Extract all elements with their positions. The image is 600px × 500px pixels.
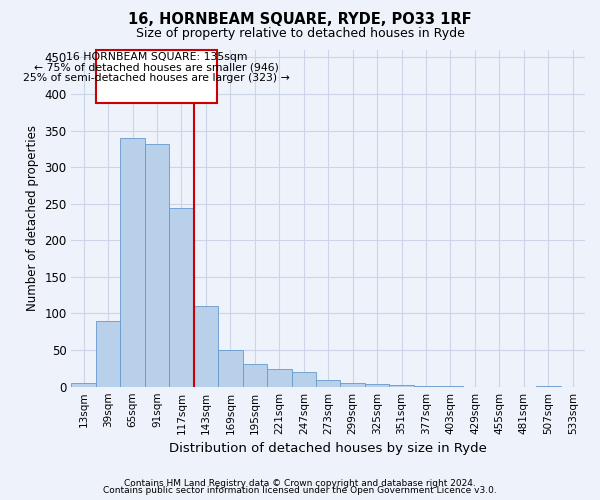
Bar bbox=[121, 138, 145, 386]
Text: Contains public sector information licensed under the Open Government Licence v3: Contains public sector information licen… bbox=[103, 486, 497, 495]
Text: 25% of semi-detached houses are larger (323) →: 25% of semi-detached houses are larger (… bbox=[23, 73, 290, 83]
Text: Size of property relative to detached houses in Ryde: Size of property relative to detached ho… bbox=[136, 28, 464, 40]
Bar bbox=[96, 321, 121, 386]
X-axis label: Distribution of detached houses by size in Ryde: Distribution of detached houses by size … bbox=[169, 442, 487, 455]
Bar bbox=[194, 306, 218, 386]
Bar bbox=[218, 350, 242, 387]
Bar bbox=[145, 144, 169, 386]
FancyBboxPatch shape bbox=[96, 50, 217, 102]
Bar bbox=[267, 369, 292, 386]
Bar bbox=[316, 380, 340, 386]
Bar bbox=[242, 364, 267, 386]
Text: Contains HM Land Registry data © Crown copyright and database right 2024.: Contains HM Land Registry data © Crown c… bbox=[124, 478, 476, 488]
Bar bbox=[365, 384, 389, 386]
Y-axis label: Number of detached properties: Number of detached properties bbox=[26, 126, 39, 312]
Bar bbox=[169, 208, 194, 386]
Bar bbox=[389, 385, 414, 386]
Text: 16 HORNBEAM SQUARE: 135sqm: 16 HORNBEAM SQUARE: 135sqm bbox=[65, 52, 247, 62]
Text: ← 75% of detached houses are smaller (946): ← 75% of detached houses are smaller (94… bbox=[34, 62, 279, 72]
Bar bbox=[292, 372, 316, 386]
Bar bbox=[71, 383, 96, 386]
Text: 16, HORNBEAM SQUARE, RYDE, PO33 1RF: 16, HORNBEAM SQUARE, RYDE, PO33 1RF bbox=[128, 12, 472, 28]
Bar bbox=[340, 383, 365, 386]
